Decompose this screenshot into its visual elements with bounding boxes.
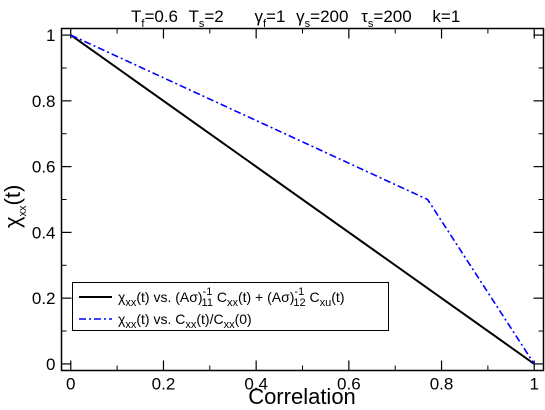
legend2-chi: χ xyxy=(118,311,126,327)
legend1-c1-arg: (t) + (Aσ) xyxy=(238,289,294,305)
ts-subscript: s xyxy=(199,18,205,30)
taus-symbol: τ xyxy=(361,7,368,26)
legend-box xyxy=(72,282,389,331)
tf-symbol: T xyxy=(131,7,141,26)
y-axis-title: χxx(t) xyxy=(0,185,29,228)
x-tick-label: 0.2 xyxy=(152,375,176,394)
legend2-c-sub1: xx xyxy=(185,319,197,331)
series-line-solid xyxy=(70,34,535,365)
legend1-chi: χ xyxy=(118,289,126,305)
ts-symbol: T xyxy=(188,7,198,26)
y-tick-label: 0.4 xyxy=(32,223,56,242)
legend1-chi-sub: xx xyxy=(125,297,137,309)
y-axis-title-arg: (t) xyxy=(0,185,25,206)
gs-subscript: s xyxy=(305,18,311,30)
x-axis-title: Correlation xyxy=(248,384,356,409)
legend2-chi-arg: (t) vs. C xyxy=(136,311,185,327)
y-tick-label: 0 xyxy=(46,355,55,374)
taus-value: =200 xyxy=(373,7,411,26)
taus-subscript: s xyxy=(368,18,374,30)
x-tick-label: 0 xyxy=(66,375,75,394)
gs-symbol: γ xyxy=(296,7,305,26)
x-tick-label: 1 xyxy=(529,375,538,394)
legend2-chi-sub: xx xyxy=(125,319,137,331)
gs-value: =200 xyxy=(310,7,348,26)
legend1-sup1: -1 xyxy=(203,286,213,298)
legend: χxx(t) vs. (Aσ)-1 11 Cxx(t) + (Aσ)-1 12 Cx… xyxy=(72,282,389,331)
legend1-c2-arg: (t) xyxy=(331,289,344,305)
series-layer xyxy=(70,34,535,365)
axis-tick-labels: 0 0.2 0.4 0.6 0.8 1 0 0.2 0.4 0.6 0.8 1 xyxy=(32,26,539,393)
y-tick-label: 0.2 xyxy=(32,289,56,308)
legend2-c-sub2: xx xyxy=(224,319,236,331)
series-line-dashdot xyxy=(70,34,535,365)
y-tick-label: 0.8 xyxy=(32,92,56,111)
legend2-mid: (t)/C xyxy=(196,311,223,327)
legend1-sub1: 11 xyxy=(202,297,213,309)
ts-value: =2 xyxy=(204,7,223,26)
legend1-c1: C xyxy=(213,289,227,305)
legend1-c2-sub: xu xyxy=(320,297,332,309)
legend-entry-1: χxx(t) vs. (Aσ)-1 11 Cxx(t) + (Aσ)-1 12 Cx… xyxy=(118,286,344,309)
tf-subscript: f xyxy=(141,18,145,30)
legend1-sub2: 12 xyxy=(293,297,305,309)
tf-value: =0.6 xyxy=(144,7,178,26)
x-tick-label: 0.6 xyxy=(337,375,361,394)
legend1-chi-arg: (t) vs. (Aσ) xyxy=(136,289,202,305)
parameter-header: Tf=0.6 Ts=2 γf=1 γs=200 τs=200 k=1 xyxy=(131,7,460,30)
gf-subscript: f xyxy=(263,18,267,30)
gf-value: =1 xyxy=(266,7,285,26)
legend2-end: (0) xyxy=(235,311,252,327)
gf-symbol: γ xyxy=(254,7,263,26)
legend1-c2: C xyxy=(306,289,320,305)
k-value: k=1 xyxy=(432,7,460,26)
legend1-c1-sub: xx xyxy=(227,297,239,309)
y-axis-title-chi: χ xyxy=(0,216,25,228)
x-tick-label: 0.8 xyxy=(430,375,454,394)
x-tick-label: 0.4 xyxy=(244,375,268,394)
legend-entry-2: χxx(t) vs. Cxx(t)/Cxx(0) xyxy=(118,311,252,331)
legend1-sup2: -1 xyxy=(294,286,304,298)
axis-ticks xyxy=(61,28,544,371)
y-tick-label: 1 xyxy=(46,26,55,45)
y-axis-title-subscript: xx xyxy=(17,205,29,217)
y-tick-label: 0.6 xyxy=(32,158,56,177)
